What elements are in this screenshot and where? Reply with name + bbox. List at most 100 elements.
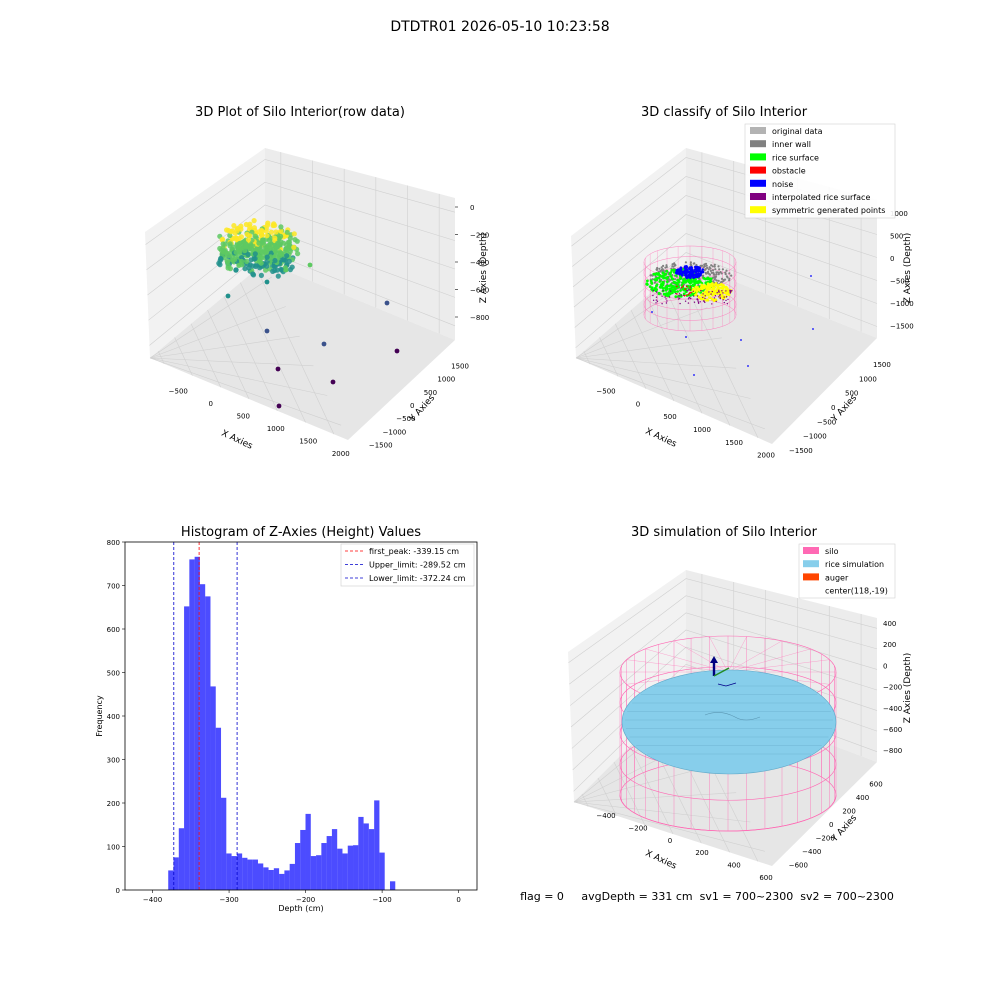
- noise-point: [694, 270, 698, 274]
- data-point: [283, 267, 289, 273]
- interpolated-point: [692, 290, 694, 292]
- data-point: [248, 242, 254, 248]
- obstacle-point: [685, 294, 688, 297]
- histogram-bar: [389, 881, 396, 890]
- data-point: [284, 247, 290, 253]
- data-point: [244, 258, 250, 264]
- interpolated-point: [719, 294, 721, 297]
- histogram-bar: [374, 800, 380, 890]
- interpolated-point: [655, 299, 657, 301]
- x-tick-label: 1500: [299, 437, 317, 445]
- rice-surface-point: [655, 284, 658, 288]
- simulation-legend: silo rice simulation auger center(118,-19): [798, 543, 896, 599]
- data-point: [231, 223, 237, 229]
- rice-surface-point: [709, 277, 713, 281]
- data-point: [281, 240, 287, 246]
- z-tick-label: −400: [470, 259, 489, 267]
- interpolated-point: [652, 289, 654, 292]
- rice-surface-point: [672, 288, 676, 291]
- inner-wall-point: [702, 274, 705, 277]
- histogram-bar: [273, 868, 280, 890]
- legend-swatch: [750, 140, 766, 148]
- noise-point: [695, 265, 699, 269]
- data-point: [236, 244, 242, 250]
- legend-swatch: [750, 193, 766, 200]
- raw-left-pane: [145, 148, 265, 358]
- raw-z-ticks: 0 −200 −400 −600 −800: [455, 204, 489, 322]
- simulation-3d-plot: 3D simulation of Silo Interior −400 −200 0…: [568, 525, 913, 882]
- inner-wall-point: [650, 274, 653, 277]
- inner-wall-point: [725, 269, 728, 272]
- interpolated-point: [666, 300, 668, 302]
- interpolated-point: [687, 298, 690, 300]
- data-point: [225, 293, 231, 299]
- y-tick-label: 200: [107, 800, 120, 808]
- classify-scatter-points: [645, 261, 814, 376]
- histogram-y-ticks: 0 100 200 300 400 500 600 700 800: [107, 539, 125, 895]
- classify-plot-title: 3D classify of Silo Interior: [641, 105, 808, 120]
- interpolated-point: [656, 300, 659, 302]
- raw-scatter-points: [216, 218, 400, 409]
- x-tick-label: 1000: [267, 425, 285, 433]
- interpolated-point: [679, 297, 681, 299]
- histogram-bar: [300, 829, 306, 890]
- x-tick-label: 0: [636, 400, 640, 408]
- data-point: [281, 257, 287, 263]
- symmetric-point: [713, 283, 716, 287]
- inner-wall-point: [710, 271, 713, 274]
- raw-plot-title: 3D Plot of Silo Interior(row data): [195, 105, 405, 120]
- histogram-bar: [184, 606, 190, 890]
- data-point: [384, 300, 390, 306]
- symmetric-point: [704, 290, 707, 294]
- y-tick-label: 300: [107, 757, 120, 765]
- interpolated-point: [679, 292, 681, 294]
- data-point: [259, 249, 265, 255]
- noise-point: [810, 275, 812, 277]
- noise-point: [676, 269, 680, 273]
- simulation-z-axis-label: Z Axies (Depth): [903, 653, 913, 724]
- interpolated-point: [687, 302, 690, 304]
- legend-label: rice surface: [772, 153, 819, 162]
- silo-front-arc: [619, 794, 837, 832]
- histogram-bar: [316, 855, 322, 890]
- raw-z-axis-label: Z Axies (Depth): [479, 233, 489, 304]
- rice-surface-point: [657, 292, 661, 296]
- data-point: [394, 348, 400, 354]
- data-point: [321, 341, 327, 347]
- rice-surface-point: [665, 292, 668, 295]
- inner-wall-point: [673, 262, 676, 265]
- grid-line: [568, 578, 878, 663]
- histogram-plot: Histogram of Z-Axies (Height) Values −40…: [95, 525, 478, 913]
- interpolated-point: [665, 302, 668, 304]
- symmetric-point: [705, 292, 709, 296]
- data-point: [242, 248, 248, 254]
- data-point: [286, 258, 292, 264]
- histogram-bars: [168, 556, 396, 891]
- rice-surface-point: [646, 283, 649, 286]
- y-tick-label: 600: [107, 626, 120, 634]
- rice-surface-point: [684, 280, 687, 284]
- x-tick-label: −500: [596, 387, 615, 395]
- interpolated-point: [727, 298, 729, 301]
- noise-point: [689, 273, 693, 277]
- y-tick-label: 700: [107, 583, 120, 591]
- histogram-bar: [231, 856, 237, 890]
- data-point: [227, 243, 233, 249]
- data-point: [286, 239, 292, 245]
- interpolated-point: [700, 289, 702, 292]
- inner-wall-point: [717, 279, 720, 282]
- histogram-bar: [358, 816, 364, 890]
- histogram-y-axis-label: Frequency: [95, 695, 104, 737]
- inner-wall-point: [708, 273, 711, 276]
- interpolated-point: [710, 293, 712, 295]
- z-tick-label: 500: [890, 233, 903, 241]
- grid-line: [207, 309, 250, 400]
- symmetric-point: [721, 286, 724, 289]
- interpolated-point: [696, 295, 699, 297]
- symmetric-point: [707, 293, 711, 296]
- noise-point: [683, 265, 687, 268]
- noise-point: [701, 268, 704, 271]
- y-tick-label: 0: [831, 404, 835, 412]
- silo-lid-line: [673, 640, 729, 673]
